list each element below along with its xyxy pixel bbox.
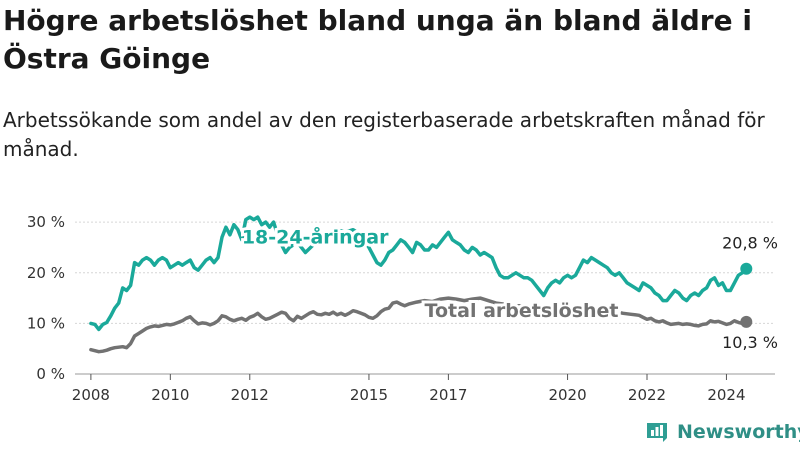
series-label-youth: 18-24-åringar	[242, 224, 389, 248]
chart-subtitle: Arbetssökande som andel av den registerb…	[3, 108, 765, 161]
x-tick-label: 2024	[707, 386, 745, 404]
series-end-point-2	[740, 315, 753, 328]
chart-title: Högre arbetslöshet bland unga än bland ä…	[3, 4, 752, 75]
x-tick-label: 2015	[350, 386, 388, 404]
x-tick-label: 2012	[231, 386, 269, 404]
series-end-point-1	[740, 262, 753, 275]
y-tick-label: 0 %	[36, 365, 65, 383]
x-tick-label: 2022	[628, 386, 666, 404]
y-tick-label: 10 %	[27, 314, 65, 332]
x-tick-label: 2008	[72, 386, 110, 404]
x-tick-label: 2017	[429, 386, 467, 404]
series-line-2	[89, 296, 749, 354]
x-tick-label: 2010	[151, 386, 189, 404]
bar-chart-logo-icon	[647, 423, 667, 442]
series-line-1	[89, 215, 749, 332]
series-end-label-2: 10,3 %	[722, 333, 778, 352]
y-tick-label: 20 %	[27, 264, 65, 282]
series-end-label-1: 20,8 %	[722, 234, 778, 253]
brand-name: Newsworthy	[677, 421, 800, 443]
series-label-total: Total arbetslöshet	[425, 300, 619, 322]
x-tick-label: 2020	[548, 386, 586, 404]
newsworthy-logo: Newsworthy	[645, 418, 800, 446]
y-tick-label: 30 %	[27, 213, 65, 231]
